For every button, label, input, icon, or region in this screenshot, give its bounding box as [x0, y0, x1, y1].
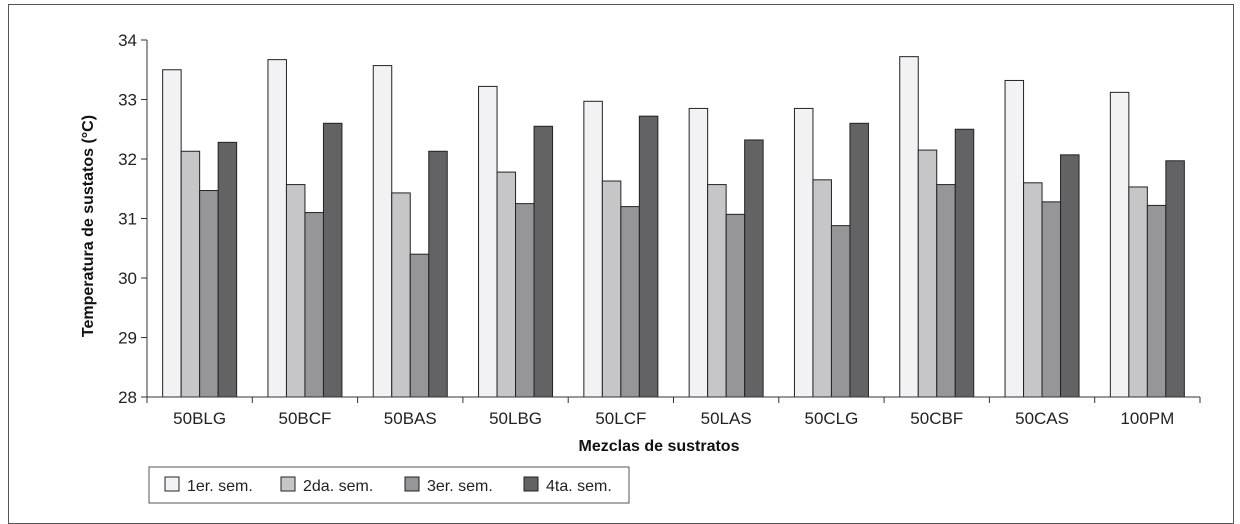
x-tick-label: 50LAS — [701, 409, 752, 428]
bar-50BCF-3 — [304, 212, 324, 398]
bar-50LAS-3 — [725, 213, 746, 398]
bar-50BCF-4 — [322, 122, 343, 398]
bar-50BAS-4 — [428, 150, 448, 398]
x-tick-label: 50LCF — [595, 409, 646, 428]
x-tick-label: 50LBG — [489, 409, 542, 428]
bar-50BCF-2 — [285, 184, 306, 398]
legend-box — [148, 466, 630, 504]
y-tick-label: 31 — [118, 210, 137, 229]
y-tick-label: 32 — [118, 150, 137, 169]
x-tick-label: 50BAS — [384, 409, 437, 428]
bar-50CAS-3 — [1041, 201, 1062, 398]
legend-swatch — [523, 476, 539, 492]
bar-50LAS-2 — [707, 184, 727, 398]
bar-50BAS-3 — [409, 253, 430, 398]
bar-100PM-3 — [1146, 204, 1167, 398]
bar-50CBF-2 — [917, 149, 938, 398]
y-tick-label: 33 — [118, 91, 137, 110]
bar-50BLG-1 — [162, 69, 182, 398]
bar-50BLG-2 — [180, 150, 201, 398]
bar-50CAS-1 — [1004, 79, 1025, 398]
legend: 1er. sem. 2da. sem. 3er. sem. 4ta. sem. — [148, 466, 630, 504]
bar-50CAS-2 — [1023, 182, 1043, 398]
x-axis-title: Mezclas de sustratos — [579, 438, 740, 455]
bars-group — [162, 56, 1185, 398]
bar-50BAS-1 — [372, 65, 393, 398]
bar-50LCF-3 — [620, 206, 640, 398]
x-tick-label: 50BCF — [278, 409, 331, 428]
legend-swatch — [280, 476, 296, 492]
bar-50CBF-3 — [936, 184, 956, 398]
legend-label: 3er. sem. — [427, 478, 493, 495]
bar-50CLG-2 — [812, 179, 832, 398]
bar-50LCF-2 — [601, 180, 622, 398]
bar-50CLG-4 — [849, 122, 869, 398]
bar-50BAS-2 — [391, 192, 411, 398]
bar-50BLG-3 — [199, 190, 219, 398]
x-ticks-group: 50BLG 50BCF 50BAS 50LBG 50LCF 50LAS 50CLG 50CBF… — [146, 397, 1201, 428]
bar-50LBG-2 — [496, 171, 517, 398]
bar-50LBG-3 — [515, 203, 535, 398]
legend-label: 4ta. sem. — [546, 478, 612, 495]
bar-50CBF-4 — [954, 128, 975, 398]
x-tick-label: 50CLG — [805, 409, 859, 428]
bar-100PM-4 — [1165, 160, 1185, 398]
y-axis-title: Temperatura de sustatos (°C) — [80, 115, 97, 337]
x-tick-label: 50CAS — [1015, 409, 1069, 428]
y-tick-label: 29 — [118, 329, 137, 348]
y-tick-label: 34 — [118, 31, 137, 50]
bar-50CLG-3 — [830, 225, 851, 398]
bar-50LCF-4 — [638, 115, 659, 398]
y-tick-label: 30 — [118, 269, 137, 288]
x-tick-label: 50BLG — [173, 409, 226, 428]
bar-50BLG-4 — [217, 141, 238, 398]
bar-50LAS-4 — [744, 139, 764, 398]
bar-50CAS-4 — [1060, 154, 1080, 398]
bar-50CBF-1 — [899, 56, 919, 398]
y-ticks-group: 28 29 30 31 32 33 34 — [118, 31, 147, 407]
legend-swatch — [164, 476, 180, 492]
bar-100PM-2 — [1128, 186, 1148, 398]
y-tick-label: 28 — [118, 388, 137, 407]
bar-50LBG-1 — [478, 85, 498, 398]
x-tick-label: 50CBF — [910, 409, 963, 428]
bar-50LBG-4 — [533, 125, 554, 398]
bar-50CLG-1 — [793, 107, 814, 398]
x-tick-label: 100PM — [1120, 409, 1174, 428]
legend-label: 2da. sem. — [303, 478, 373, 495]
bar-50LCF-1 — [583, 100, 603, 398]
legend-label: 1er. sem. — [187, 478, 253, 495]
bar-50LAS-1 — [688, 107, 709, 398]
bar-100PM-1 — [1109, 91, 1130, 398]
legend-swatch — [404, 476, 420, 492]
bar-50BCF-1 — [267, 59, 287, 398]
